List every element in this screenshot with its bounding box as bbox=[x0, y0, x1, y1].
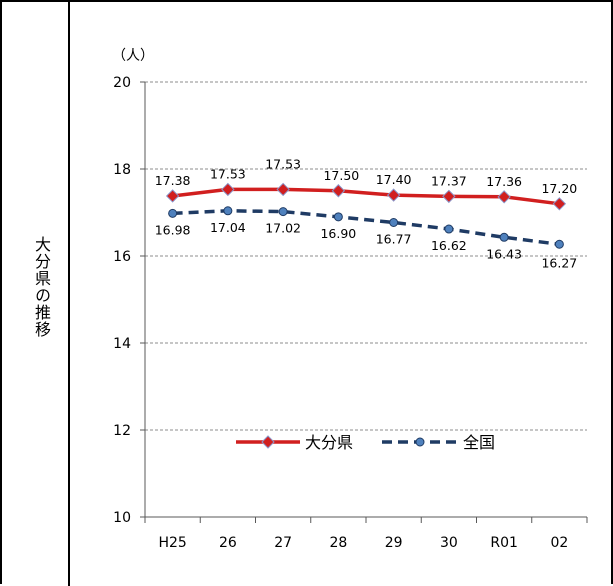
data-label-s1-2: 17.02 bbox=[265, 221, 301, 236]
data-label-s0-6: 17.36 bbox=[486, 174, 522, 189]
column-divider bbox=[68, 0, 70, 586]
point-s0-6 bbox=[497, 190, 511, 204]
x-tick-label-28: 28 bbox=[329, 535, 347, 551]
point-s1-7 bbox=[554, 239, 564, 249]
data-label-s0-1: 17.53 bbox=[210, 166, 246, 181]
data-label-s1-3: 16.90 bbox=[320, 226, 356, 241]
point-s0-2 bbox=[276, 182, 290, 197]
point-s0-7 bbox=[552, 197, 567, 211]
point-s1-1 bbox=[223, 206, 233, 216]
data-label-s1-5: 16.62 bbox=[431, 238, 467, 253]
series-lines bbox=[165, 182, 567, 249]
y-tick-label-10: 10 bbox=[113, 510, 131, 526]
y-tick-label-16: 16 bbox=[113, 249, 131, 265]
data-label-s1-6: 16.43 bbox=[486, 246, 522, 261]
axes bbox=[140, 81, 588, 523]
data-labels: 17.38 17.53 17.53 17.50 17.40 17.37 17.36 17.20… bbox=[155, 156, 578, 270]
legend-marker-national bbox=[415, 437, 425, 447]
point-s0-0 bbox=[165, 189, 180, 203]
data-label-s1-4: 16.77 bbox=[376, 232, 412, 247]
point-s1-6 bbox=[499, 232, 509, 242]
data-label-s0-2: 17.53 bbox=[265, 156, 301, 171]
y-tick-labels: 10 12 14 16 18 20 bbox=[113, 75, 131, 526]
point-s0-5 bbox=[442, 189, 456, 204]
point-s0-3 bbox=[331, 184, 346, 198]
x-tick-label-26: 26 bbox=[219, 535, 237, 551]
x-tick-label-29: 29 bbox=[385, 535, 403, 551]
y-tick-label-20: 20 bbox=[113, 75, 131, 91]
point-s0-4 bbox=[386, 188, 401, 202]
data-label-s1-7: 16.27 bbox=[541, 255, 577, 270]
x-tick-label-02: 02 bbox=[550, 535, 568, 551]
side-label: 大分県の推移 bbox=[32, 236, 51, 338]
point-s1-2 bbox=[278, 207, 288, 217]
point-s1-5 bbox=[444, 224, 454, 234]
point-s1-4 bbox=[389, 218, 399, 228]
series-line-0 bbox=[172, 187, 560, 206]
legend-label-oita: 大分県 bbox=[305, 433, 353, 452]
point-s0-1 bbox=[221, 182, 235, 197]
data-label-s1-1: 17.04 bbox=[210, 220, 246, 235]
legend-marker-oita bbox=[261, 435, 275, 449]
y-tick-label-18: 18 bbox=[113, 162, 131, 178]
data-label-s0-7: 17.20 bbox=[541, 181, 577, 196]
legend: 大分県 全国 bbox=[236, 433, 495, 452]
series-line-1 bbox=[172, 209, 560, 247]
y-tick-label-14: 14 bbox=[113, 336, 131, 352]
x-tick-labels: H25 26 27 28 29 30 R01 02 bbox=[158, 535, 568, 551]
gridlines bbox=[145, 81, 587, 431]
point-s1-0 bbox=[168, 208, 178, 218]
x-tick-label-H25: H25 bbox=[158, 535, 186, 551]
legend-label-national: 全国 bbox=[463, 433, 495, 452]
point-s1-3 bbox=[333, 212, 343, 222]
y-unit-label: （人） bbox=[112, 48, 154, 64]
x-tick-label-R01: R01 bbox=[490, 535, 518, 551]
data-label-s0-0: 17.38 bbox=[155, 173, 191, 188]
y-tick-label-12: 12 bbox=[113, 423, 131, 439]
x-tick-label-30: 30 bbox=[440, 535, 458, 551]
data-label-s0-5: 17.37 bbox=[431, 173, 467, 188]
data-label-s1-0: 16.98 bbox=[155, 222, 191, 237]
x-tick-label-27: 27 bbox=[274, 535, 292, 551]
data-label-s0-3: 17.50 bbox=[323, 168, 359, 183]
data-label-s0-4: 17.40 bbox=[376, 172, 412, 187]
